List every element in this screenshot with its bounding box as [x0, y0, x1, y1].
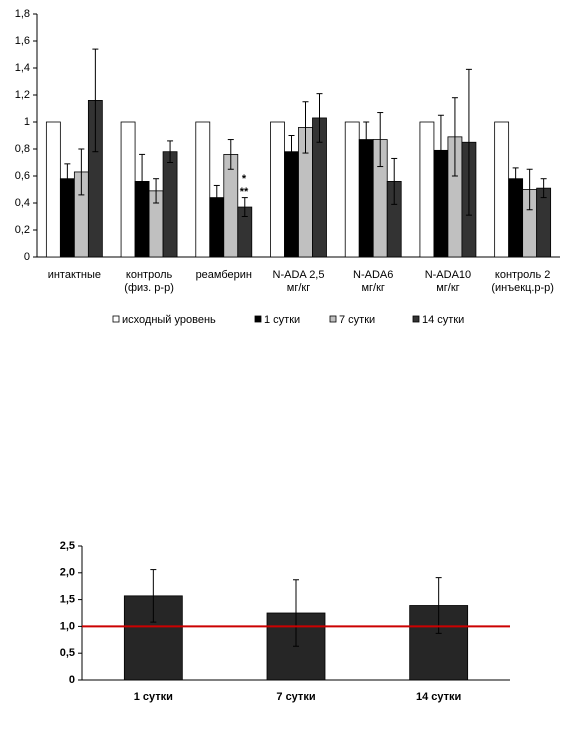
- x-tick-label: контроль 2: [495, 269, 550, 281]
- y-tick-label: 1,5: [60, 594, 75, 606]
- bar: [120, 121, 136, 258]
- x-tick-label: N-ADA10: [425, 269, 471, 281]
- legend-label: 7 сутки: [339, 314, 375, 326]
- y-tick-label: 1,6: [15, 35, 30, 47]
- y-tick-label: 2,0: [60, 567, 75, 579]
- legend-label: 1 сутки: [264, 314, 300, 326]
- legend-swatch: [412, 315, 420, 323]
- bar: [419, 121, 435, 258]
- bar: [344, 121, 360, 258]
- y-tick-label: 0: [24, 251, 30, 263]
- bar: [270, 121, 285, 258]
- y-tick-label: 0,6: [15, 170, 30, 182]
- x-tick-label: 14 сутки: [416, 691, 461, 703]
- bar: [195, 121, 211, 258]
- y-tick-label: 1,2: [15, 89, 30, 101]
- x-tick-label: (физ. р-р): [124, 282, 174, 294]
- bar: [508, 178, 524, 258]
- y-tick-label: 0,2: [15, 224, 30, 236]
- y-tick-label: 2,5: [60, 540, 75, 552]
- y-tick-label: 0,8: [15, 143, 30, 155]
- y-tick-label: 1,0: [60, 620, 75, 632]
- legend-swatch: [254, 315, 262, 323]
- y-tick-label: 1,8: [15, 8, 30, 20]
- x-tick-label: мг/кг: [436, 282, 459, 294]
- y-tick-label: 0,5: [60, 647, 75, 659]
- x-tick-label: N-ADA 2,5: [273, 269, 325, 281]
- bar: [494, 121, 510, 258]
- x-tick-label: мг/кг: [287, 282, 310, 294]
- bar: [223, 153, 239, 258]
- x-tick-label: 7 сутки: [276, 691, 315, 703]
- y-tick-label: 0: [69, 674, 75, 686]
- annotation: *: [242, 173, 247, 185]
- y-tick-label: 1: [24, 116, 30, 128]
- y-tick-label: 1,4: [15, 62, 30, 74]
- legend-swatch: [112, 315, 120, 323]
- x-tick-label: мг/кг: [361, 282, 384, 294]
- x-tick-label: (инъекц.р-р): [491, 282, 554, 294]
- legend-label: исходный уровень: [122, 314, 216, 326]
- x-tick-label: N-ADA6: [353, 269, 393, 281]
- bar: [162, 151, 178, 258]
- x-tick-label: контроль: [126, 269, 173, 281]
- legend-label: 14 сутки: [422, 314, 464, 326]
- y-tick-label: 0,4: [15, 197, 30, 209]
- x-tick-label: реамберин: [196, 269, 252, 281]
- annotation: **: [240, 186, 249, 198]
- legend-swatch: [329, 315, 337, 323]
- bar: [45, 121, 61, 258]
- x-tick-label: 1 сутки: [134, 691, 173, 703]
- bar: [536, 187, 552, 258]
- x-tick-label: интактные: [48, 269, 101, 281]
